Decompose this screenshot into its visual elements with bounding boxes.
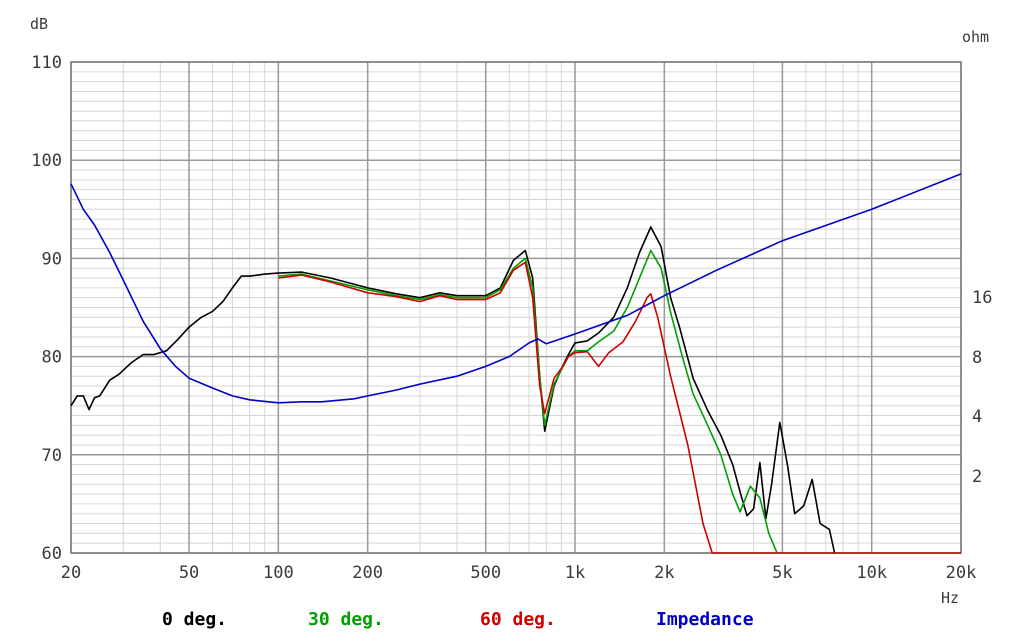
x-tick-label: 20k xyxy=(946,563,977,583)
legend-entry: Impedance xyxy=(656,609,754,630)
y-tick-label: 90 xyxy=(42,249,62,269)
x-tick-label: 5k xyxy=(772,563,792,583)
x-tick-label: 200 xyxy=(352,563,383,583)
x-tick-label: 1k xyxy=(565,563,585,583)
y-axis-unit-label: dB xyxy=(30,15,48,33)
series-line-30-deg xyxy=(278,249,778,554)
x-tick-label: 20 xyxy=(61,563,81,583)
y-tick-label: 100 xyxy=(31,151,62,171)
legend-entry: 60 deg. xyxy=(480,609,556,630)
series-line-0-deg xyxy=(70,226,836,554)
x-tick-label: 100 xyxy=(263,563,294,583)
legend-entry: 0 deg. xyxy=(162,609,227,630)
series-line-impedance xyxy=(70,173,962,404)
y2-tick-label: 16 xyxy=(972,288,992,308)
legend: 0 deg. 30 deg. 60 deg. Impedance xyxy=(162,609,754,630)
series-lines xyxy=(70,173,962,554)
x-axis-unit-label: Hz xyxy=(941,589,959,607)
plot-frame xyxy=(70,61,962,554)
x-tick-label: 50 xyxy=(179,563,199,583)
x-tick-label: 10k xyxy=(856,563,887,583)
legend-entry: 30 deg. xyxy=(308,609,384,630)
y2-axis-unit-label: ohm xyxy=(962,28,989,46)
y2-tick-label: 4 xyxy=(972,407,982,427)
y-tick-label: 110 xyxy=(31,53,62,73)
y-tick-label: 80 xyxy=(42,348,62,368)
x-tick-label: 500 xyxy=(470,563,501,583)
y2-tick-label: 2 xyxy=(972,467,982,487)
y-tick-label: 60 xyxy=(42,544,62,564)
y-tick-label: 70 xyxy=(42,446,62,466)
y2-tick-label: 8 xyxy=(972,348,982,368)
series-line-60-deg xyxy=(278,261,961,554)
x-tick-label: 2k xyxy=(654,563,674,583)
